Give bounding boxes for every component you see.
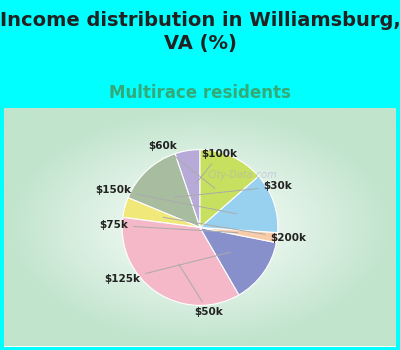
Wedge shape bbox=[175, 149, 200, 228]
Wedge shape bbox=[123, 198, 200, 228]
Text: $100k: $100k bbox=[195, 149, 238, 185]
Wedge shape bbox=[200, 228, 278, 243]
Text: City-Data.com: City-Data.com bbox=[208, 170, 278, 180]
Text: Income distribution in Williamsburg,
VA (%): Income distribution in Williamsburg, VA … bbox=[0, 10, 400, 53]
Wedge shape bbox=[128, 154, 200, 228]
Text: $50k: $50k bbox=[179, 264, 223, 317]
Text: Multirace residents: Multirace residents bbox=[109, 84, 291, 102]
Text: $60k: $60k bbox=[148, 141, 215, 188]
Wedge shape bbox=[200, 228, 276, 295]
Wedge shape bbox=[122, 217, 239, 306]
Text: $30k: $30k bbox=[175, 181, 292, 197]
Wedge shape bbox=[200, 176, 278, 233]
Text: $200k: $200k bbox=[163, 217, 307, 243]
Text: $125k: $125k bbox=[104, 252, 231, 285]
Text: $75k: $75k bbox=[99, 220, 238, 233]
FancyBboxPatch shape bbox=[0, 104, 400, 350]
Wedge shape bbox=[200, 149, 258, 228]
Text: $150k: $150k bbox=[96, 185, 236, 214]
